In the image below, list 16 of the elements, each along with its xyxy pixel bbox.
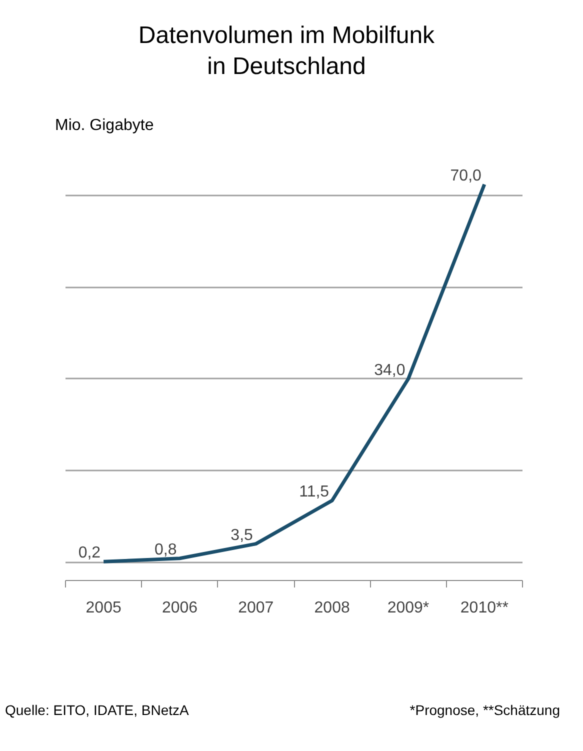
data-label: 34,0 [374,362,406,379]
data-label: 0,2 [78,544,101,562]
chart-title: Datenvolumen im Mobilfunk in Deutschland [138,21,435,82]
data-label: 0,8 [154,541,177,558]
data-label: 11,5 [299,484,330,501]
x-tick-label: 2006 [162,600,198,616]
data-label: 70,0 [450,167,482,184]
source-note: Quelle: EITO, IDATE, BNetzA [5,701,189,720]
y-axis-title: Mio. Gigabyte [55,116,154,136]
x-tick-label: 2005 [86,600,122,616]
x-tick-label: 2010** [460,600,508,616]
data-label: 3,5 [230,526,254,544]
text: *Prognose, **Schätzung [410,701,560,720]
x-tick-label: 2007 [238,600,274,616]
x-tick-label: 2008 [314,600,350,616]
x-tick-label: 2009* [387,600,430,616]
